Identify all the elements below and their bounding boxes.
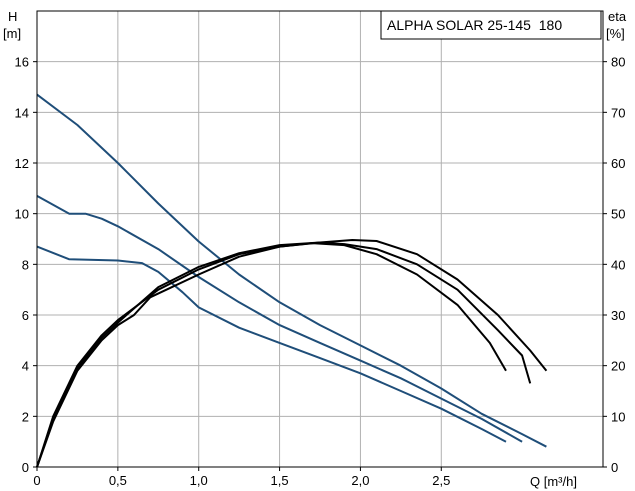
axes-layer: 0 0,5 1,0 1,5 2,0 2,5 0 2 4 6 8 10 12 14 16 0 10 20 30 40 50… — [15, 10, 625, 488]
head-curve-2 — [36, 195, 523, 443]
right-tick-label: 50 — [611, 207, 625, 222]
right-tick-label: 0 — [611, 460, 618, 475]
labels-layer: H [m] eta [%] Q [m³/h] — [3, 9, 627, 489]
left-tick-label: 2 — [22, 409, 29, 424]
right-tick-label: 20 — [611, 359, 625, 374]
title-box-border — [380, 10, 602, 40]
x-tick-label: 0,5 — [109, 473, 127, 488]
right-tick-label: 60 — [611, 156, 625, 171]
left-tick-label: 8 — [22, 257, 29, 272]
left-tick-label: 14 — [15, 105, 29, 120]
x-tick-label: 1,0 — [190, 473, 208, 488]
right-tick-label: 70 — [611, 105, 625, 120]
efficiency-curve-3 — [36, 242, 507, 468]
chart-title: ALPHA SOLAR 25-145 180 — [387, 17, 562, 33]
right-tick-label: 40 — [611, 257, 625, 272]
left-tick-label: 4 — [22, 359, 29, 374]
left-tick-label: 6 — [22, 308, 29, 323]
right-tick-label: 10 — [611, 409, 625, 424]
left-tick-label: 12 — [15, 156, 29, 171]
right-axis-unit: [%] — [606, 26, 625, 41]
head-curve-1 — [36, 93, 547, 448]
plot-frame — [36, 10, 604, 468]
left-tick-label: 10 — [15, 207, 29, 222]
series-layer — [36, 93, 548, 468]
efficiency-curve-2 — [36, 241, 532, 468]
left-axis-unit: [m] — [3, 26, 21, 41]
left-axis-title: H — [8, 9, 17, 24]
right-tick-label: 30 — [611, 308, 625, 323]
left-tick-label: 16 — [15, 55, 29, 70]
right-axis-title: eta — [608, 9, 627, 24]
grid-layer — [37, 11, 603, 467]
x-tick-label: 1,5 — [271, 473, 289, 488]
right-tick-label: 80 — [611, 55, 625, 70]
x-tick-label: 0 — [33, 473, 40, 488]
x-axis-title: Q [m³/h] — [530, 474, 577, 489]
x-tick-label: 2,0 — [351, 473, 369, 488]
efficiency-curve-1 — [36, 239, 548, 468]
x-tick-label: 2,5 — [432, 473, 450, 488]
head-curve-3 — [36, 245, 507, 443]
left-tick-label: 0 — [22, 460, 29, 475]
title-box: ALPHA SOLAR 25-145 180 — [380, 10, 602, 40]
